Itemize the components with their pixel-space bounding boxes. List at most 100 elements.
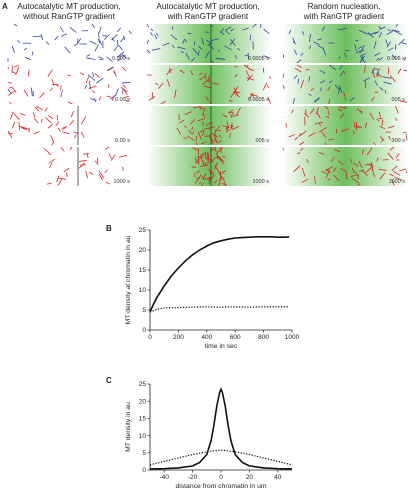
microtubule-mark xyxy=(107,67,114,72)
panel-c-chart: -40 -20 0 20 40 0 5 10 15 20 25 distance from chrom… xyxy=(125,381,293,490)
microtubule-mark xyxy=(321,26,325,32)
microtubule-mark xyxy=(308,132,316,137)
microtubule-mark xyxy=(387,125,395,129)
microtubule-mark xyxy=(199,106,204,110)
microtubule-mark xyxy=(246,74,253,82)
microtubule-mark xyxy=(98,56,103,59)
microtubule-mark xyxy=(349,97,355,102)
microtubule-mark xyxy=(202,79,209,85)
microtubule-mark xyxy=(97,38,101,44)
microtubule-mark xyxy=(355,49,365,54)
microtubule-mark xyxy=(367,32,374,38)
microtubule-mark xyxy=(318,127,327,133)
microtubule-mark xyxy=(204,152,207,159)
snapshot-2-4: 1000 s xyxy=(147,146,271,188)
microtubule-mark xyxy=(201,37,205,45)
microtubule-mark xyxy=(104,146,110,150)
microtubule-mark xyxy=(178,119,185,124)
microtubule-mark xyxy=(249,92,254,100)
microtubule-mark xyxy=(188,129,193,135)
microtubule-mark xyxy=(51,78,55,86)
microtubule-mark xyxy=(290,109,294,114)
microtubule-mark xyxy=(229,132,231,138)
microtubule-mark xyxy=(245,70,251,79)
microtubule-mark xyxy=(85,170,89,179)
microtubule-mark xyxy=(31,51,34,56)
microtubule-mark xyxy=(230,38,236,47)
microtubule-mark xyxy=(321,131,327,138)
microtubule-mark xyxy=(212,148,217,152)
microtubule-mark xyxy=(288,29,292,35)
microtubule-mark xyxy=(91,23,95,29)
x-axis-label: time in sec xyxy=(205,343,238,350)
microtubule-mark xyxy=(404,56,407,61)
microtubule-mark xyxy=(89,171,94,175)
microtubule-mark xyxy=(115,88,119,96)
microtubule-mark xyxy=(120,86,128,93)
microtubule-mark xyxy=(197,131,202,140)
microtubule-mark xyxy=(230,124,234,127)
microtubule-mark xyxy=(111,37,115,42)
microtubule-mark xyxy=(364,163,373,166)
microtubule-mark xyxy=(7,132,13,135)
microtubule-mark xyxy=(357,183,361,187)
microtubule-mark xyxy=(249,93,259,97)
microtubule-mark xyxy=(60,85,62,91)
microtubule-mark xyxy=(207,153,210,158)
microtubule-mark xyxy=(48,152,52,156)
microtubule-mark xyxy=(378,32,382,38)
microtubule-mark xyxy=(364,64,366,73)
microtubule-mark xyxy=(94,160,98,164)
microtubule-mark xyxy=(87,74,96,81)
x-axis-label: distance from chromatin in um xyxy=(175,483,266,490)
x-tick-label: 20 xyxy=(246,474,254,481)
microtubule-mark xyxy=(334,84,340,90)
microtubule-mark xyxy=(216,58,226,60)
microtubule-mark xyxy=(204,51,210,59)
microtubule-mark xyxy=(376,57,379,61)
microtubule-mark xyxy=(174,89,177,99)
panel-b-letter: B xyxy=(106,224,112,233)
microtubule-mark xyxy=(146,23,150,28)
microtubule-mark xyxy=(55,84,59,87)
microtubule-mark xyxy=(376,118,380,122)
microtubule-mark xyxy=(183,125,187,128)
microtubule-mark xyxy=(89,40,97,45)
microtubule-mark xyxy=(374,80,378,86)
microtubule-mark xyxy=(361,170,368,177)
microtubule-mark xyxy=(354,44,357,52)
microtubule-mark xyxy=(9,101,12,105)
microtubule-mark xyxy=(54,35,59,41)
microtubule-mark xyxy=(292,41,297,45)
microtubule-mark xyxy=(386,41,392,48)
rangtp-gradient xyxy=(283,24,407,63)
microtubule-mark xyxy=(211,38,219,41)
microtubule-mark xyxy=(389,146,395,151)
microtubule-mark xyxy=(155,82,159,86)
microtubule-mark xyxy=(207,161,213,164)
microtubule-mark xyxy=(324,142,327,146)
microtubule-mark xyxy=(230,123,233,130)
microtubule-mark xyxy=(213,162,219,170)
microtubule-mark xyxy=(352,162,359,167)
microtubule-mark xyxy=(177,46,186,50)
microtubule-mark xyxy=(397,68,402,74)
microtubule-mark xyxy=(122,166,124,171)
microtubule-mark xyxy=(93,98,97,103)
microtubule-mark xyxy=(122,84,127,89)
microtubule-mark xyxy=(200,141,206,145)
microtubule-mark xyxy=(389,75,396,82)
microtubule-mark xyxy=(328,64,337,71)
microtubule-mark xyxy=(358,160,363,169)
microtubule-mark xyxy=(214,135,218,143)
microtubule-mark xyxy=(398,38,405,46)
microtubule-mark xyxy=(199,75,206,81)
microtubule-mark xyxy=(50,135,55,143)
microtubule-mark xyxy=(198,181,202,185)
microtubule-mark xyxy=(191,126,194,131)
microtubule-mark xyxy=(221,170,227,174)
microtubule-mark xyxy=(117,27,122,32)
microtubule-mark xyxy=(111,95,115,101)
microtubule-mark xyxy=(401,42,408,45)
microtubule-mark xyxy=(301,167,306,177)
